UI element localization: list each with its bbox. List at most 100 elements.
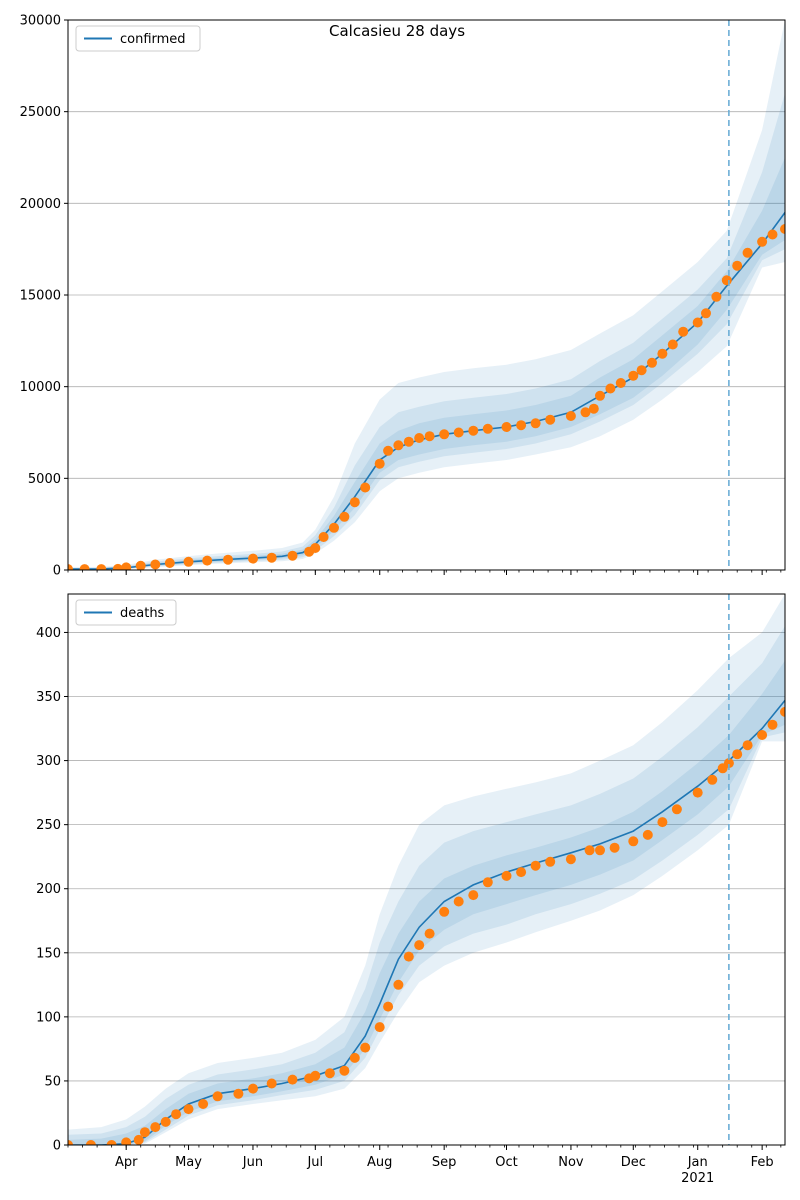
deaths-observed-point bbox=[198, 1099, 209, 1109]
confirmed-observed-point bbox=[580, 407, 591, 418]
deaths-observed-point bbox=[501, 870, 512, 881]
confirmed-observed-point bbox=[135, 560, 146, 570]
confirmed-observed-point bbox=[711, 291, 722, 302]
deaths-xtick-label: May bbox=[175, 1155, 202, 1170]
confirmed-observed-point bbox=[183, 556, 194, 567]
deaths-observed-point bbox=[339, 1065, 350, 1076]
deaths-observed-point bbox=[565, 854, 576, 865]
deaths-year-label: 2021 bbox=[681, 1171, 714, 1186]
confirmed-observed-point bbox=[767, 229, 778, 240]
confirmed-observed-point bbox=[329, 522, 339, 533]
confirmed-observed-point bbox=[68, 564, 73, 570]
deaths-observed-point bbox=[183, 1104, 194, 1115]
deaths-ytick-label: 150 bbox=[36, 946, 61, 961]
deaths-observed-point bbox=[468, 890, 479, 901]
confirmed-observed-point bbox=[266, 552, 277, 563]
deaths-ytick-label: 400 bbox=[36, 626, 61, 641]
deaths-uncertainty-band-1 bbox=[68, 626, 785, 1145]
confirmed-observed-point bbox=[678, 326, 689, 337]
confirmed-observed-point bbox=[339, 511, 350, 522]
confirmed-observed-point bbox=[565, 411, 576, 421]
confirmed-observed-point bbox=[403, 436, 414, 447]
deaths-observed-point bbox=[266, 1078, 277, 1089]
confirmed-observed-point bbox=[732, 260, 743, 271]
confirmed-legend: confirmed bbox=[75, 25, 201, 52]
confirmed-legend-label: confirmed bbox=[120, 32, 186, 47]
confirmed-ytick-label: 20000 bbox=[20, 197, 61, 212]
deaths-observed-point bbox=[310, 1070, 321, 1081]
confirmed-observed-point bbox=[667, 339, 678, 350]
confirmed-observed-point bbox=[780, 224, 785, 234]
deaths-observed-point bbox=[171, 1109, 182, 1120]
confirmed-observed-point bbox=[588, 403, 599, 414]
deaths-observed-point bbox=[248, 1083, 258, 1094]
deaths-uncertainty-band-0 bbox=[68, 594, 785, 1145]
deaths-plot-area bbox=[68, 594, 785, 1145]
confirmed-chart: 0 5000 10000 15000 20000 25000 30000 confirmed bbox=[20, 14, 786, 579]
deaths-observed-point bbox=[723, 758, 734, 769]
deaths-ytick-label: 100 bbox=[36, 1010, 61, 1025]
confirmed-observed-point bbox=[701, 308, 711, 319]
deaths-observed-point bbox=[767, 719, 778, 730]
deaths-observed-point bbox=[383, 1001, 394, 1012]
deaths-observed-point bbox=[732, 749, 743, 760]
confirmed-observed-point bbox=[721, 275, 732, 286]
confirmed-observed-point bbox=[383, 445, 394, 456]
confirmed-observed-point bbox=[287, 550, 298, 561]
confirmed-observed-point bbox=[439, 429, 450, 440]
deaths-observed-point bbox=[757, 730, 768, 740]
deaths-observed-point bbox=[545, 856, 556, 867]
deaths-observed-point bbox=[233, 1088, 244, 1099]
confirmed-observed-point bbox=[112, 563, 123, 570]
deaths-observed-point bbox=[516, 867, 527, 878]
deaths-observed-point bbox=[692, 787, 703, 798]
confirmed-observed-point bbox=[628, 370, 639, 381]
deaths-xtick-label: Apr bbox=[115, 1155, 138, 1170]
deaths-observed-point bbox=[453, 896, 464, 907]
deaths-xtick-label: Aug bbox=[367, 1155, 392, 1170]
confirmed-observed-point bbox=[150, 559, 161, 570]
confirmed-observed-point bbox=[757, 236, 768, 247]
deaths-observed-point bbox=[530, 860, 541, 871]
confirmed-observed-point bbox=[657, 348, 668, 359]
deaths-xtick-label: Jul bbox=[306, 1155, 323, 1170]
confirmed-legend-box bbox=[75, 25, 201, 52]
confirmed-uncertainty-band-0 bbox=[68, 20, 785, 570]
deaths-observed-point bbox=[482, 877, 493, 888]
deaths-observed-point bbox=[360, 1042, 371, 1053]
deaths-ytick-label: 250 bbox=[36, 818, 61, 833]
confirmed-observed-point bbox=[647, 357, 657, 368]
confirmed-observed-point bbox=[360, 482, 371, 493]
deaths-ytick-label: 350 bbox=[36, 690, 61, 705]
deaths-ytick-label: 0 bbox=[53, 1139, 61, 1154]
deaths-observed-point bbox=[139, 1127, 150, 1138]
deaths-xtick-label: Jun bbox=[242, 1155, 263, 1170]
confirmed-observed-point bbox=[545, 414, 556, 425]
confirmed-observed-point bbox=[605, 383, 616, 394]
deaths-observed-point bbox=[349, 1052, 360, 1063]
confirmed-observed-point bbox=[692, 317, 703, 328]
deaths-observed-point bbox=[414, 940, 425, 951]
confirmed-observed-point bbox=[223, 554, 233, 565]
confirmed-observed-point bbox=[393, 440, 404, 451]
deaths-uncertainty-band-2 bbox=[68, 660, 785, 1145]
deaths-xtick-label: Oct bbox=[495, 1155, 517, 1170]
deaths-observed-point bbox=[707, 774, 718, 785]
deaths-observed-point bbox=[742, 740, 753, 751]
deaths-chart: 0 50 100 150 200 250 300 350 400 Apr May Jun Jul Aug S… bbox=[36, 593, 786, 1186]
confirmed-observed-point bbox=[636, 365, 647, 376]
deaths-observed-point bbox=[160, 1116, 171, 1127]
deaths-xtick-label: Dec bbox=[621, 1155, 646, 1170]
deaths-legend-box bbox=[75, 599, 177, 626]
confirmed-observed-point bbox=[164, 558, 175, 568]
confirmed-observed-point bbox=[202, 555, 213, 566]
deaths-xtick-label: Feb bbox=[751, 1155, 774, 1170]
confirmed-observed-point bbox=[482, 423, 493, 434]
confirmed-observed-point bbox=[516, 420, 527, 431]
deaths-observed-point bbox=[287, 1074, 298, 1085]
confirmed-observed-point bbox=[501, 422, 512, 432]
confirmed-observed-point bbox=[374, 458, 385, 469]
confirmed-observed-point bbox=[310, 543, 321, 553]
deaths-observed-point bbox=[106, 1140, 117, 1145]
